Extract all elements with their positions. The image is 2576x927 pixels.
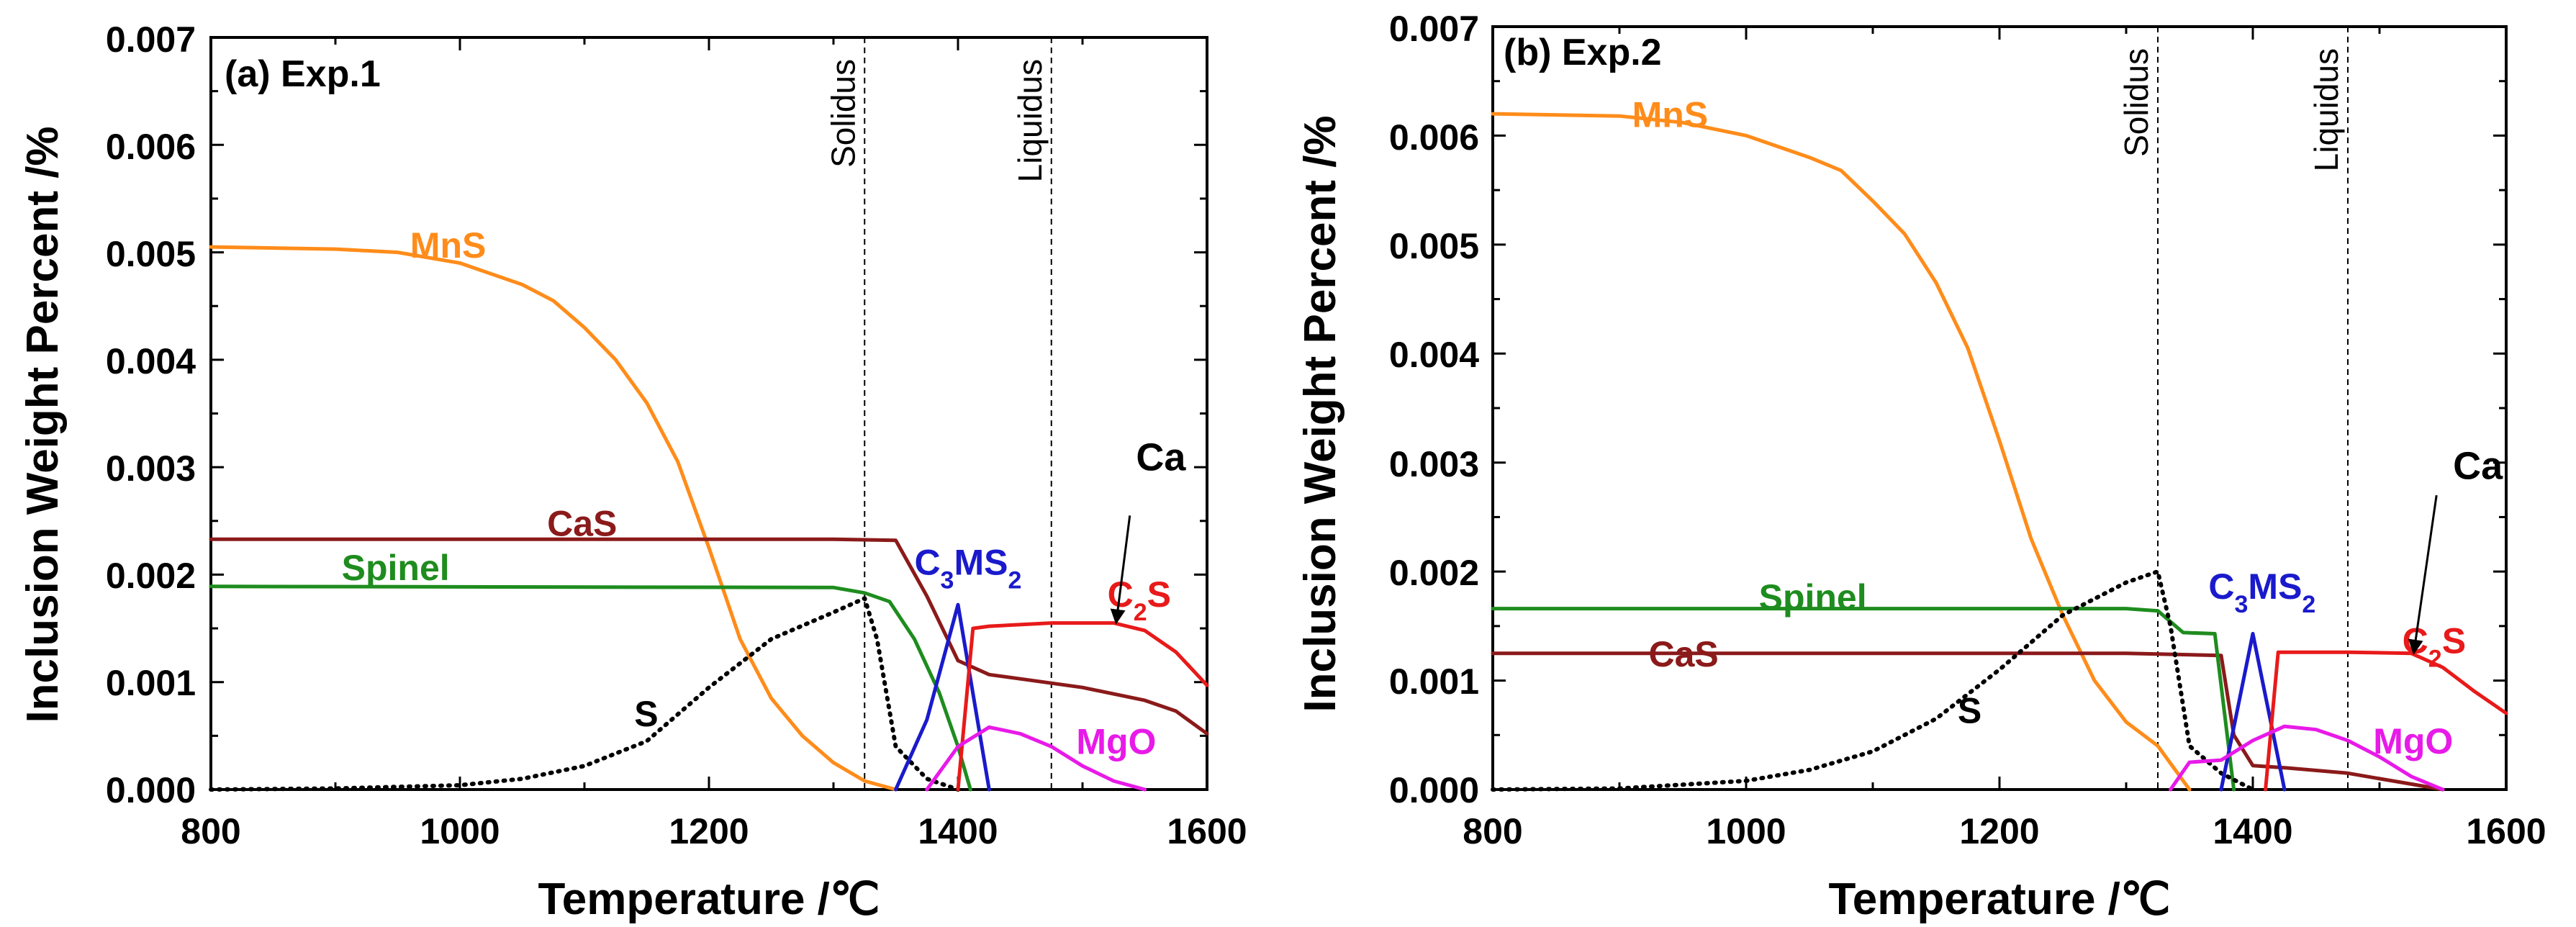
series-label-s-b: S: [1958, 691, 1981, 731]
chart-panel-a: (a) Exp.1 Temperature /℃ Inclusion Weigh…: [18, 19, 1247, 924]
series-line-spinel-b: [1491, 607, 2236, 792]
y-tick-label-a: 0.005: [106, 234, 196, 274]
series-label-mns-b: MnS: [1632, 94, 1709, 135]
series-label-mgo-a: MgO: [1076, 722, 1156, 762]
series-label-spinel-b: Spinel: [1759, 577, 1867, 618]
series-label-c3ms2-a: C3MS2: [914, 542, 1021, 594]
chart-panel-b: (b) Exp.2 Temperature /℃ Inclusion Weigh…: [1296, 9, 2546, 924]
y-tick-label-a: 0.006: [106, 127, 196, 167]
y-axis-title-a: Inclusion Weight Percent /%: [18, 126, 68, 723]
series-line-cas-a: [209, 537, 1209, 736]
series-label-mns-a: MnS: [410, 225, 487, 266]
series-line-spinel-a: [209, 584, 972, 792]
series-line-mgo-b: [2169, 724, 2445, 792]
y-tick-label-a: 0.002: [106, 556, 196, 596]
series-line-mns-b: [1491, 112, 2192, 792]
x-tick-label-b: 800: [1463, 811, 1522, 851]
vline-label-b: Solidus: [2118, 48, 2155, 157]
y-tick-label-a: 0.004: [106, 341, 196, 381]
vline-label-a: Liquidus: [1011, 59, 1049, 182]
annotation-label-b: Ca: [2453, 444, 2503, 487]
y-tick-label-b: 0.002: [1389, 553, 1479, 593]
series-line-c2s-a: [956, 621, 1209, 792]
y-tick-label-b: 0.006: [1389, 117, 1479, 158]
series-label-mgo-b: MgO: [2373, 721, 2453, 761]
x-tick-label-a: 800: [181, 811, 240, 851]
series-label-cas-b: CaS: [1648, 634, 1718, 674]
series-label-spinel-a: Spinel: [342, 548, 450, 588]
x-tick-label-b: 1400: [2213, 811, 2292, 851]
x-axis-title-a: Temperature /℃: [538, 874, 880, 924]
annotation-arrow-b: [2408, 494, 2438, 655]
x-tick-label-a: 1200: [669, 811, 749, 851]
x-tick-label-a: 1400: [918, 811, 998, 851]
y-tick-label-b: 0.005: [1389, 226, 1479, 266]
y-tick-label-a: 0.007: [106, 19, 196, 60]
series-line-c3ms2-a: [894, 602, 991, 792]
y-tick-label-b: 0.000: [1389, 770, 1479, 810]
series-label-cas-a: CaS: [547, 504, 617, 544]
y-tick-label-a: 0.000: [106, 770, 196, 810]
chart-title-b: (b) Exp.2: [1504, 32, 1662, 73]
y-tick-label-b: 0.001: [1389, 661, 1479, 702]
series-label-s-a: S: [634, 694, 658, 734]
plot-frame-a: [209, 36, 1208, 791]
series-line-mns-a: [209, 245, 898, 792]
x-axis-title-b: Temperature /℃: [1828, 874, 2170, 924]
annotation-label-a: Ca: [1136, 436, 1186, 479]
annotation-arrow-a: [1110, 515, 1131, 625]
x-tick-label-b: 1000: [1706, 811, 1786, 851]
y-tick-label-a: 0.001: [106, 663, 196, 703]
vline-label-b: Liquidus: [2308, 48, 2345, 171]
y-tick-label-b: 0.003: [1389, 444, 1479, 484]
series-line-s-b: [1491, 569, 2255, 792]
x-tick-label-b: 1200: [1959, 811, 2039, 851]
chart-title-a: (a) Exp.1: [225, 53, 381, 95]
y-tick-label-b: 0.007: [1389, 9, 1479, 49]
x-tick-label-a: 1600: [1167, 811, 1247, 851]
series-line-mgo-a: [925, 725, 1147, 792]
vline-label-a: Solidus: [824, 59, 862, 168]
x-tick-label-b: 1600: [2466, 811, 2546, 851]
series-label-c3ms2-b: C3MS2: [2208, 566, 2315, 618]
y-tick-label-a: 0.003: [106, 448, 196, 489]
y-axis-title-b: Inclusion Weight Percent /%: [1296, 115, 1345, 712]
x-tick-label-a: 1000: [420, 811, 500, 851]
plot-frame-b: [1491, 25, 2508, 791]
series-label-c2s-b: C2S: [2403, 621, 2466, 673]
series-line-c3ms2-b: [2219, 632, 2287, 792]
y-tick-label-b: 0.004: [1389, 335, 1479, 375]
series-line-s-a: [209, 596, 960, 792]
